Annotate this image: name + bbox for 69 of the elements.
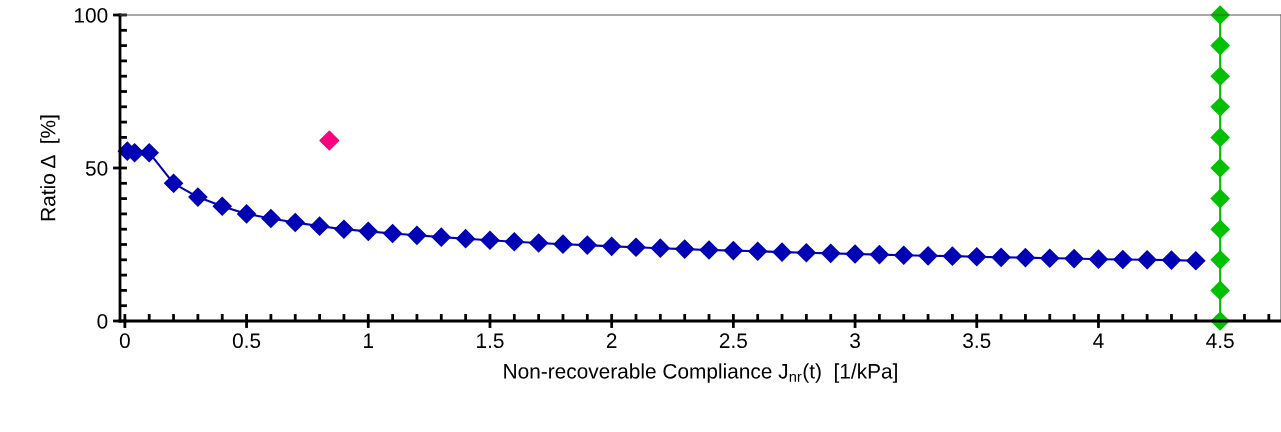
point bbox=[529, 233, 549, 253]
point bbox=[1210, 66, 1230, 86]
point bbox=[942, 246, 962, 266]
x-tick-label: 2.5 bbox=[719, 333, 747, 349]
point bbox=[1210, 36, 1230, 56]
point bbox=[334, 219, 354, 239]
point bbox=[188, 187, 208, 207]
point bbox=[139, 143, 159, 163]
point bbox=[553, 234, 573, 254]
point bbox=[1015, 248, 1035, 268]
x-tick-label: 4.5 bbox=[1206, 333, 1234, 349]
point bbox=[431, 227, 451, 247]
x-tick-label: 1 bbox=[364, 333, 374, 348]
point bbox=[577, 235, 597, 255]
point bbox=[1210, 127, 1230, 147]
y-tick-label: 50 bbox=[85, 161, 108, 176]
point bbox=[319, 130, 340, 151]
point bbox=[845, 244, 865, 264]
x-tick-label: 2 bbox=[606, 333, 617, 348]
point bbox=[407, 225, 427, 245]
y-tick-label: 100 bbox=[75, 8, 108, 23]
point bbox=[1210, 250, 1230, 270]
point bbox=[869, 245, 889, 265]
point bbox=[164, 173, 184, 193]
point bbox=[675, 239, 695, 259]
point bbox=[1210, 280, 1230, 300]
point bbox=[748, 241, 768, 261]
point bbox=[310, 216, 330, 236]
point bbox=[504, 232, 524, 252]
point bbox=[626, 237, 646, 257]
point bbox=[918, 246, 938, 266]
point bbox=[894, 245, 914, 265]
point bbox=[285, 212, 305, 233]
point bbox=[1113, 249, 1133, 270]
point bbox=[1161, 250, 1182, 270]
point bbox=[1210, 219, 1230, 239]
point bbox=[383, 223, 403, 244]
point bbox=[261, 208, 281, 229]
point bbox=[1040, 248, 1060, 268]
point bbox=[1210, 158, 1230, 178]
point bbox=[358, 221, 378, 241]
point bbox=[1186, 251, 1206, 271]
point bbox=[1210, 97, 1230, 117]
x-tick-label: 1.5 bbox=[477, 333, 504, 349]
point bbox=[1210, 189, 1230, 209]
x-tick-label: 4 bbox=[1093, 333, 1104, 348]
point bbox=[1137, 250, 1157, 270]
point bbox=[602, 236, 622, 256]
point bbox=[1088, 249, 1108, 269]
point bbox=[991, 247, 1011, 267]
point bbox=[650, 238, 670, 258]
x-tick-label: 3 bbox=[850, 333, 860, 349]
x-tick-label: 3.5 bbox=[963, 333, 991, 349]
point bbox=[967, 247, 987, 267]
x-tick-label: 0.5 bbox=[232, 333, 261, 349]
point bbox=[1064, 249, 1084, 269]
x-axis-title: Non-recoverable Compliance J$_{nr}$(t) [1/kPa] bbox=[504, 363, 897, 383]
point bbox=[237, 204, 257, 224]
point bbox=[699, 240, 719, 260]
point bbox=[772, 242, 792, 262]
point bbox=[480, 230, 500, 250]
point bbox=[796, 243, 816, 263]
point bbox=[821, 243, 841, 263]
point bbox=[212, 196, 232, 216]
point bbox=[723, 241, 743, 261]
y-tick-label: 0 bbox=[97, 314, 108, 329]
point bbox=[456, 229, 476, 249]
y-axis-title: Ratio Δ [%] bbox=[40, 115, 60, 221]
x-tick-label: 0 bbox=[119, 333, 130, 349]
